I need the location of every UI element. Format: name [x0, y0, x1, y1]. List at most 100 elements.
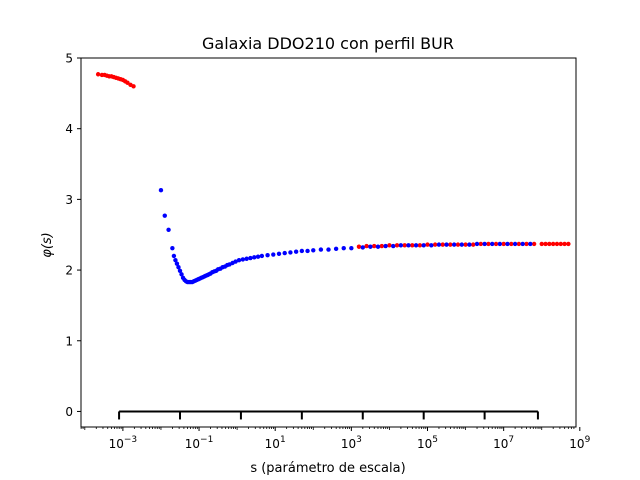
data-point: [425, 242, 430, 247]
data-point: [311, 248, 316, 253]
data-point: [417, 243, 423, 248]
data-point: [410, 243, 415, 248]
data-point: [432, 242, 438, 247]
data-point: [543, 241, 548, 247]
data-point: [478, 241, 484, 247]
data-point: [282, 250, 287, 256]
data-point: [516, 241, 522, 247]
data-point: [455, 242, 461, 247]
data-point: [177, 268, 183, 273]
data-point: [371, 243, 377, 249]
data-point: [299, 248, 305, 254]
x-tick-label: 109: [569, 435, 590, 451]
data-point: [259, 253, 265, 259]
y-tick-label: 3: [65, 193, 73, 207]
chart-title: Galaxia DDO210 con perfil BUR: [202, 34, 454, 53]
data-point: [383, 243, 388, 249]
x-tick-label: 103: [341, 435, 362, 451]
data-point: [341, 245, 346, 251]
data-point: [179, 272, 184, 277]
data-point: [406, 243, 411, 248]
data-point: [531, 241, 537, 247]
x-tick-label: 105: [417, 435, 438, 451]
data-point: [448, 242, 453, 247]
data-point: [166, 227, 171, 232]
data-point: [176, 265, 181, 270]
data-point: [293, 249, 299, 254]
y-tick-label: 2: [65, 264, 73, 278]
data-point: [276, 251, 282, 257]
data-point: [271, 252, 276, 257]
data-point: [474, 241, 480, 247]
data-point: [501, 241, 506, 247]
data-point: [451, 242, 457, 247]
data-point: [482, 241, 487, 247]
data-point: [520, 241, 525, 247]
data-point: [356, 244, 362, 249]
data-point: [524, 241, 529, 247]
data-point: [459, 242, 464, 247]
data-point: [429, 243, 434, 248]
data-point: [233, 259, 238, 264]
data-point: [512, 241, 518, 247]
data-point: [265, 253, 270, 258]
y-tick-label: 1: [65, 334, 73, 348]
data-point: [493, 241, 499, 247]
data-point: [349, 245, 354, 251]
y-tick-label: 5: [65, 52, 73, 66]
data-point: [248, 255, 253, 261]
y-tick-label: 4: [65, 122, 73, 136]
data-point: [463, 242, 468, 247]
plot-area: 0 1 2 3 4 5 10−3 10−1 101 103 105 107 109: [65, 52, 590, 452]
data-point: [318, 247, 324, 252]
x-tick-label: 10−1: [185, 435, 214, 451]
data-point: [547, 241, 552, 247]
data-point: [375, 244, 381, 249]
data-point: [402, 243, 407, 248]
data-point: [162, 213, 167, 218]
data-point: [470, 242, 476, 247]
data-point: [394, 243, 400, 248]
data-point: [255, 254, 261, 259]
data-point: [413, 243, 419, 248]
data-point: [398, 243, 404, 248]
data-point: [440, 242, 445, 247]
data-point: [368, 244, 373, 249]
data-point: [236, 257, 242, 263]
data-point: [505, 241, 510, 247]
data-point: [387, 243, 392, 248]
data-point: [486, 241, 491, 247]
data-point: [305, 248, 310, 254]
data-point: [240, 257, 246, 262]
y-tick-label: 0: [65, 405, 73, 419]
data-point: [467, 242, 472, 247]
data-point: [421, 243, 426, 248]
y-axis-label: φ(s): [40, 232, 55, 258]
data-point: [244, 256, 249, 261]
data-point: [95, 72, 101, 77]
data-point: [391, 243, 396, 249]
data-point: [562, 241, 567, 247]
data-point: [360, 245, 365, 250]
data-point: [550, 241, 556, 247]
data-point: [436, 242, 442, 247]
data-point: [509, 241, 514, 247]
data-point: [288, 250, 293, 255]
data-point: [566, 241, 571, 247]
data-point: [379, 243, 385, 249]
data-point: [333, 246, 339, 252]
data-point: [490, 241, 495, 247]
x-tick-label: 107: [493, 435, 514, 451]
data-point: [539, 241, 544, 247]
data-point: [497, 241, 503, 247]
x-axis-label: s (parámetro de escala): [250, 461, 405, 476]
data-point: [173, 257, 178, 263]
data-point: [528, 241, 533, 247]
data-point: [171, 253, 177, 259]
x-tick-label: 101: [265, 435, 286, 451]
data-point: [174, 261, 180, 266]
data-point: [364, 243, 369, 249]
data-point: [326, 247, 331, 252]
data-point: [252, 255, 257, 260]
